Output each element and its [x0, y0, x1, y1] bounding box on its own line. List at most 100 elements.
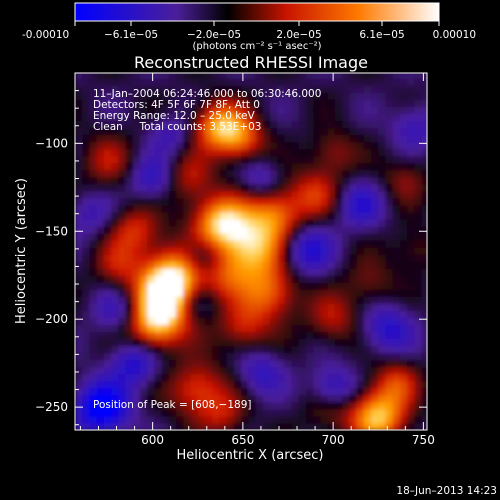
heatmap-cell [270, 415, 278, 424]
heatmap-cell [407, 401, 415, 410]
heatmap-cell [212, 289, 220, 297]
heatmap-cell [75, 338, 83, 347]
heatmap-cell [168, 261, 177, 269]
heatmap-cell [197, 359, 206, 368]
heatmap-cell [226, 176, 235, 185]
heatmap-cell [320, 261, 329, 269]
heatmap-cell [161, 240, 170, 248]
heatmap-cell [342, 380, 350, 389]
heatmap-cell [248, 387, 257, 396]
heatmap-cell [125, 352, 134, 361]
heatmap-cell [277, 73, 285, 79]
heatmap-cell [407, 148, 415, 157]
heatmap-cell [371, 226, 379, 234]
heatmap-cell [226, 219, 235, 227]
heatmap-cell [262, 155, 271, 164]
heatmap-cell [103, 73, 112, 79]
heatmap-cell [334, 240, 343, 248]
heatmap-cell [205, 134, 213, 143]
heatmap-cell [125, 85, 134, 93]
heatmap-cell [75, 155, 83, 164]
heatmap-cell [378, 373, 387, 382]
heatmap-cell [356, 282, 365, 290]
heatmap-cell [284, 141, 293, 150]
heatmap-cell [421, 338, 427, 347]
heatmap-cell [183, 155, 192, 164]
heatmap-cell [75, 282, 83, 290]
heatmap-cell [363, 289, 372, 297]
heatmap-cell [399, 197, 408, 206]
heatmap-cell [270, 148, 278, 157]
heatmap-cell [168, 373, 177, 382]
heatmap-cell [154, 226, 163, 234]
heatmap-cell [241, 148, 249, 157]
heatmap-cell [378, 324, 387, 333]
heatmap-cell [270, 204, 278, 213]
heatmap-cell [414, 176, 423, 185]
heatmap-cell [140, 120, 148, 129]
heatmap-cell [82, 113, 90, 121]
heatmap-cell [248, 373, 257, 382]
heatmap-cell [356, 408, 365, 417]
heatmap-cell [255, 261, 264, 269]
heatmap-cell [197, 275, 206, 283]
heatmap-cell [176, 106, 184, 114]
heatmap-cell [270, 106, 278, 114]
heatmap-cell [147, 352, 155, 361]
heatmap-cell [226, 197, 235, 206]
heatmap-cell [205, 211, 213, 220]
heatmap-cell [212, 127, 220, 136]
heatmap-cell [183, 73, 192, 79]
heatmap-cell [270, 113, 278, 121]
heatmap-cell [96, 233, 105, 241]
heatmap-cell [161, 99, 170, 107]
heatmap-cell [255, 190, 264, 199]
heatmap-cell [168, 247, 177, 255]
heatmap-cell [118, 141, 127, 150]
heatmap-cell [111, 141, 119, 150]
heatmap-cell [132, 176, 141, 185]
heatmap-cell [118, 352, 127, 361]
heatmap-cell [371, 268, 379, 276]
heatmap-cell [284, 401, 293, 410]
heatmap-cell [262, 162, 271, 171]
heatmap-cell [356, 92, 365, 100]
heatmap-cell [291, 197, 300, 206]
heatmap-cell [96, 120, 105, 129]
heatmap-cell [371, 408, 379, 417]
heatmap-cell [154, 296, 163, 304]
heatmap-cell [363, 233, 372, 241]
heatmap-cell [371, 78, 379, 86]
heatmap-cell [327, 261, 336, 269]
heatmap-cell [125, 401, 134, 410]
heatmap-cell [190, 408, 199, 417]
heatmap-cell [320, 317, 329, 325]
heatmap-cell [103, 183, 112, 192]
heatmap-cell [399, 106, 408, 114]
heatmap-cell [75, 324, 83, 333]
heatmap-cell [212, 296, 220, 304]
heatmap-cell [183, 275, 192, 283]
heatmap-cell [349, 85, 358, 93]
heatmap-cell [125, 366, 134, 375]
heatmap-cell [118, 423, 127, 430]
heatmap-cell [291, 282, 300, 290]
heatmap-cell [176, 296, 184, 304]
heatmap-cell [306, 401, 314, 410]
heatmap-cell [132, 282, 141, 290]
heatmap-cell [183, 338, 192, 347]
heatmap-cell [399, 134, 408, 143]
heatmap-cell [183, 176, 192, 185]
heatmap-cell [277, 394, 285, 403]
heatmap-cell [255, 148, 264, 157]
heatmap-cell [421, 261, 427, 269]
heatmap-cell [320, 415, 329, 424]
heatmap-cell [313, 408, 322, 417]
heatmap-cell [255, 394, 264, 403]
heatmap-cell [168, 148, 177, 157]
heatmap-cell [356, 85, 365, 93]
heatmap-cell [197, 169, 206, 178]
heatmap-cell [132, 331, 141, 340]
heatmap-cell [219, 197, 228, 206]
heatmap-cell [291, 92, 300, 100]
